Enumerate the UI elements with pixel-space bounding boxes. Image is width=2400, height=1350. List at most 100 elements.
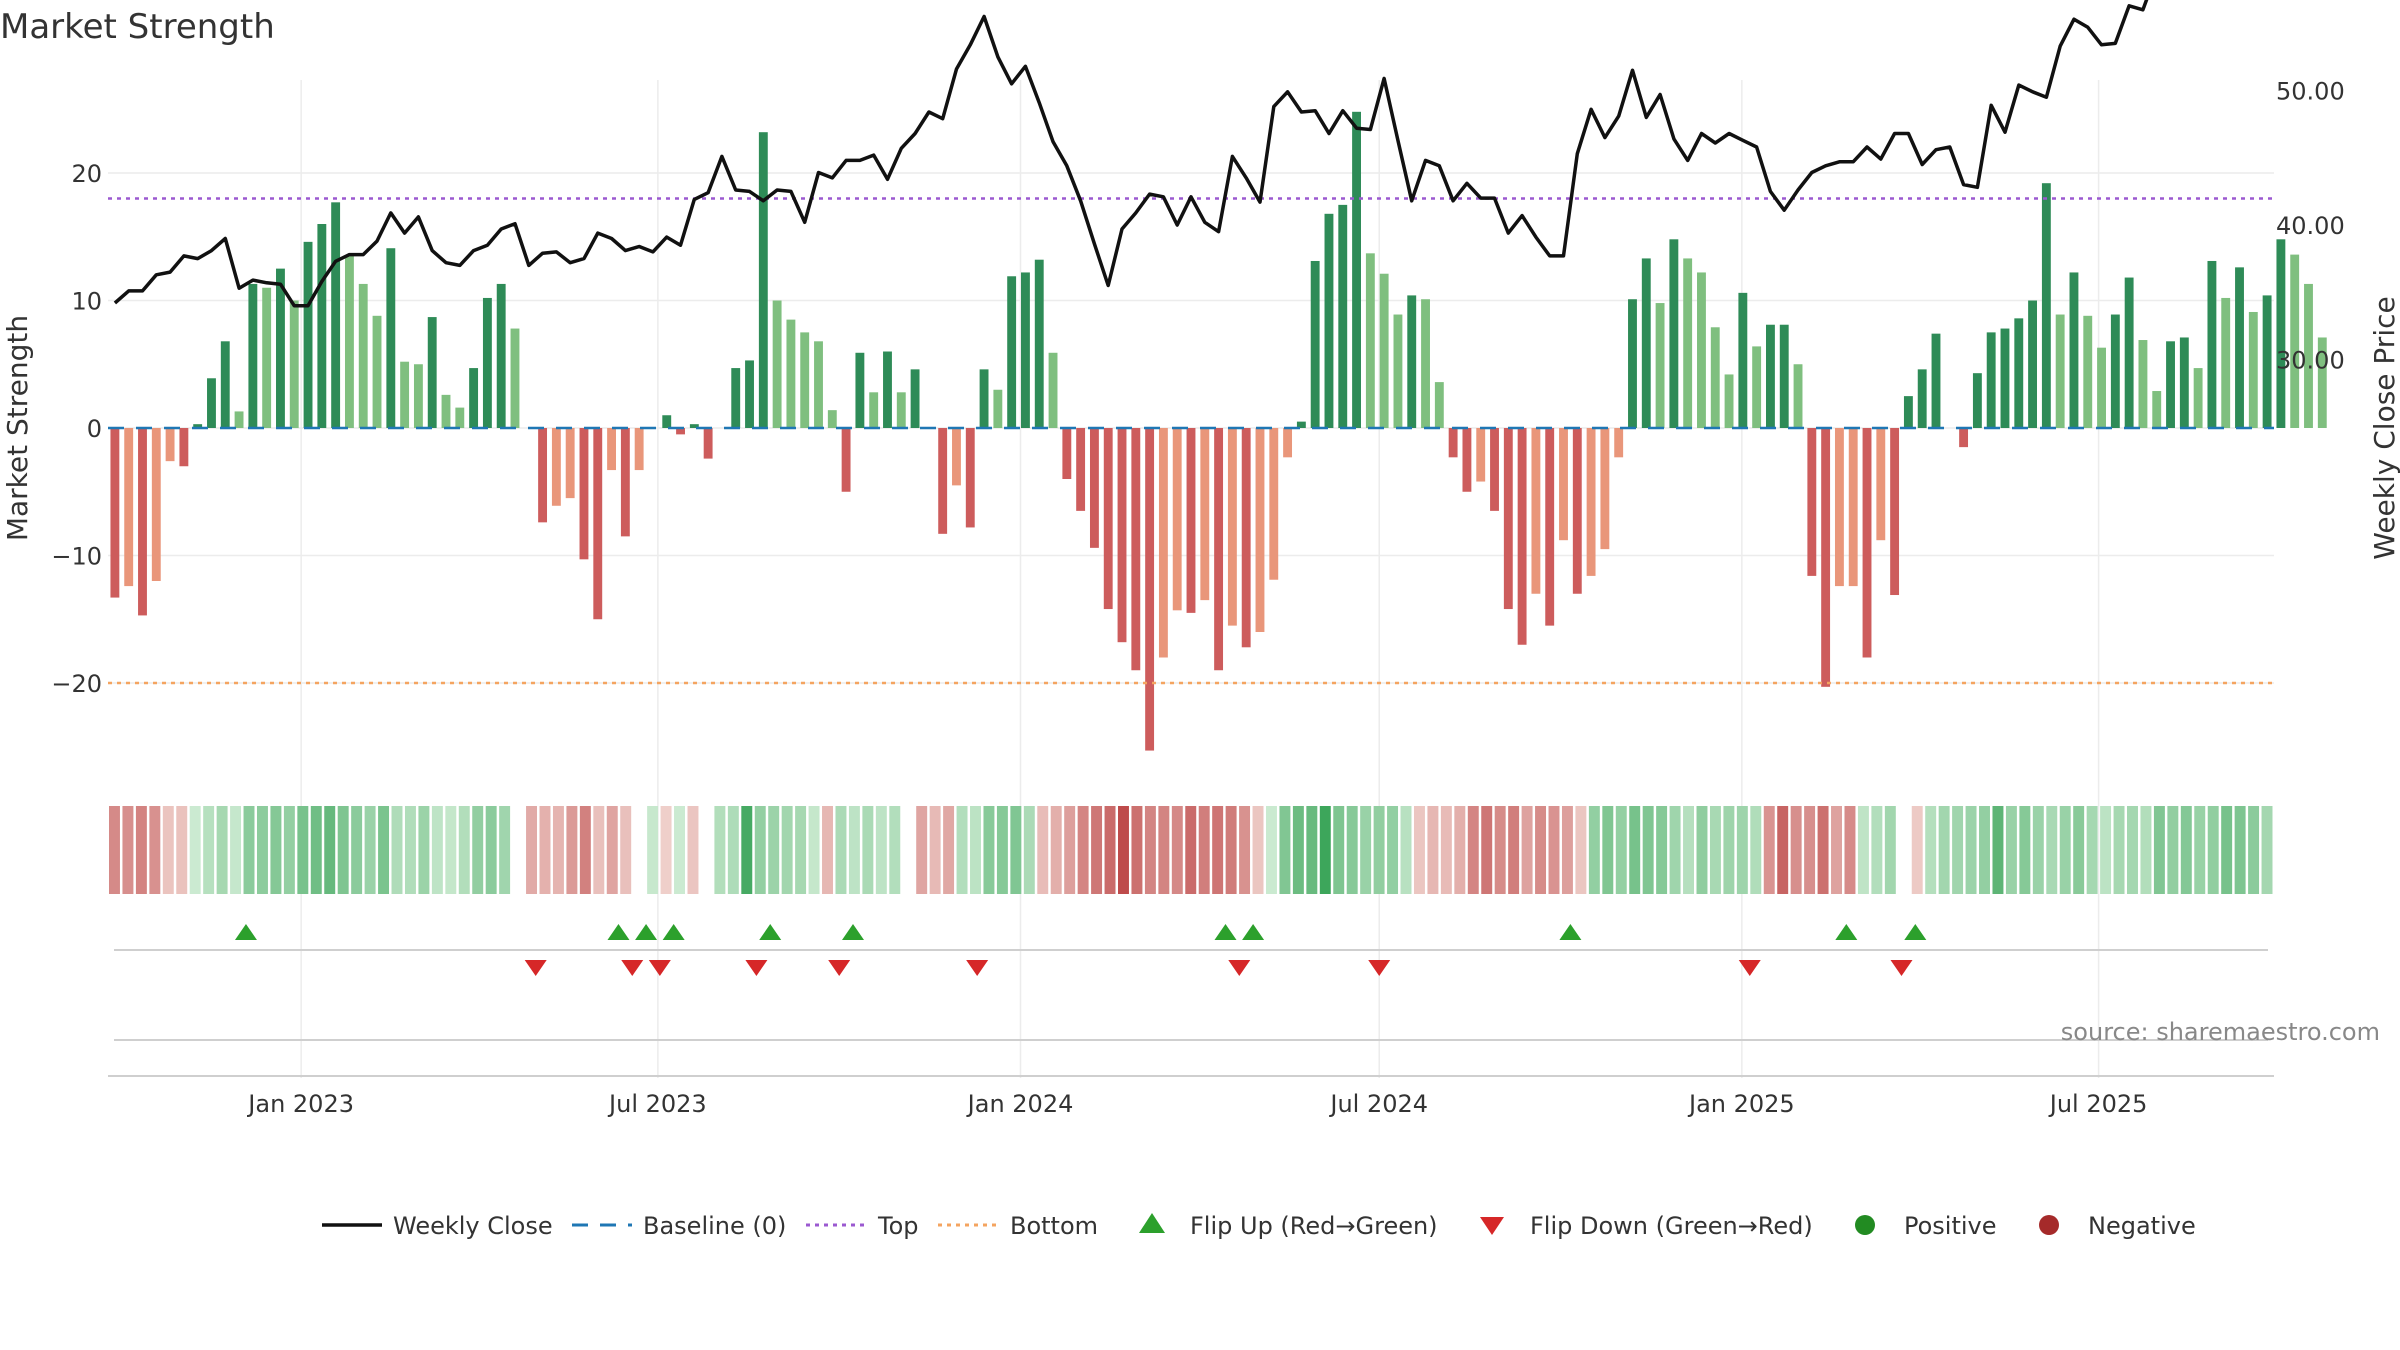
strength-bar <box>841 428 851 492</box>
heatmap-cell <box>1521 806 1533 894</box>
heatmap-cell <box>1104 806 1116 894</box>
legend-label: Top <box>877 1212 919 1240</box>
strength-bar <box>607 428 617 471</box>
y-left-tick-label: 20 <box>71 160 102 188</box>
heatmap-cell <box>2180 806 2192 894</box>
strength-bar <box>772 300 782 428</box>
heatmap-cell <box>1091 806 1103 894</box>
heatmap-cell <box>620 806 632 894</box>
heatmap-cell <box>1225 806 1237 894</box>
heatmap-cell <box>593 806 605 894</box>
heatmap-cell <box>1185 806 1197 894</box>
heatmap-cell <box>1683 806 1695 894</box>
heatmap-cell <box>2059 806 2071 894</box>
strength-bar <box>1255 428 1265 632</box>
strength-bar <box>193 424 203 428</box>
heatmap-cell <box>2153 806 2165 894</box>
x-tick-label: Jan 2023 <box>246 1090 354 1118</box>
heatmap-cell <box>162 806 174 894</box>
strength-bar <box>386 248 396 428</box>
strength-bar <box>165 428 175 462</box>
heatmap-cell <box>512 806 524 894</box>
legend-item: Bottom <box>938 1212 1098 1240</box>
strength-bar <box>1145 428 1155 751</box>
y-right-tick-label: 30.00 <box>2276 347 2345 375</box>
strength-bar <box>1517 428 1527 645</box>
heatmap-cell <box>539 806 551 894</box>
heatmap-cell <box>822 806 833 894</box>
strength-bar <box>441 394 451 428</box>
heatmap-cell <box>1615 806 1627 894</box>
strength-bar <box>1076 428 1086 511</box>
source-label: source: sharemaestro.com <box>2061 1018 2380 1046</box>
strength-bar <box>662 415 672 428</box>
legend-label: Weekly Close <box>393 1212 553 1240</box>
heatmap-cell <box>1279 806 1291 894</box>
heatmap-cell <box>2221 806 2233 894</box>
heatmap-cell <box>1252 806 1264 894</box>
strength-bar <box>303 241 313 428</box>
strength-bar <box>1379 273 1389 428</box>
strength-bar <box>1531 428 1541 594</box>
heatmap-cell <box>472 806 484 894</box>
strength-bar <box>496 283 506 428</box>
legend-triangle-down <box>1480 1217 1504 1235</box>
legend-circle <box>1855 1215 1875 1235</box>
strength-bar <box>1669 239 1679 428</box>
heatmap-cell <box>875 806 887 894</box>
heatmap-cell <box>1709 806 1721 894</box>
heatmap-cell <box>768 806 780 894</box>
x-tick-label: Jul 2025 <box>2048 1090 2148 1118</box>
heatmap-cell <box>781 806 793 894</box>
heatmap-cell <box>633 806 645 894</box>
heatmap-cell <box>216 806 228 894</box>
strength-bar <box>358 283 368 428</box>
heatmap-cell <box>943 806 955 894</box>
y-left-tick-label: 10 <box>71 288 102 316</box>
strength-bar <box>1490 428 1499 511</box>
strength-bar <box>800 332 810 428</box>
strength-bar <box>1269 428 1279 580</box>
flip-down-marker <box>648 960 671 976</box>
x-tick-label: Jul 2024 <box>1328 1090 1428 1118</box>
flip-up-marker <box>1559 924 1582 940</box>
heatmap-cell <box>1400 806 1412 894</box>
strength-bar <box>758 132 768 428</box>
strength-bar <box>469 368 479 428</box>
strength-bar <box>2248 311 2258 428</box>
heatmap-cell <box>1952 806 1964 894</box>
strength-bar <box>1296 421 1306 428</box>
heatmap-cell <box>889 806 901 894</box>
heatmap-cell <box>1373 806 1385 894</box>
strength-bar <box>2124 277 2134 428</box>
heatmap-cell <box>1602 806 1614 894</box>
strength-bar <box>1614 428 1624 458</box>
strength-bar <box>2193 368 2203 428</box>
heatmap-cell <box>795 806 807 894</box>
heatmap-cell <box>1427 806 1439 894</box>
legend-label: Baseline (0) <box>643 1212 786 1240</box>
heatmap-cell <box>189 806 201 894</box>
strength-bar <box>110 428 120 598</box>
strength-bar <box>1172 428 1182 611</box>
heatmap-cell <box>2194 806 2206 894</box>
heatmap-cell <box>1857 806 1869 894</box>
heatmap-cell <box>1588 806 1600 894</box>
heatmap-cell <box>1171 806 1183 894</box>
strength-bar <box>2290 254 2300 428</box>
strength-bar <box>593 428 603 620</box>
legend-triangle-up <box>1139 1213 1165 1233</box>
strength-bar <box>1655 303 1665 428</box>
y-axis-right-title: Weekly Close Price <box>2368 296 2400 559</box>
strength-bar <box>1021 272 1030 428</box>
heatmap-cell <box>1077 806 1089 894</box>
heatmap-cell <box>970 806 981 894</box>
heatmap-cell <box>1508 806 1520 894</box>
strength-bar <box>551 428 561 506</box>
legend-item: Flip Down (Green→Red) <box>1480 1212 1813 1240</box>
heatmap-cell <box>458 806 470 894</box>
heatmap-cell <box>445 806 457 894</box>
strength-bar <box>620 428 630 537</box>
strength-bar <box>869 392 879 428</box>
x-tick-label: Jan 2024 <box>966 1090 1074 1118</box>
